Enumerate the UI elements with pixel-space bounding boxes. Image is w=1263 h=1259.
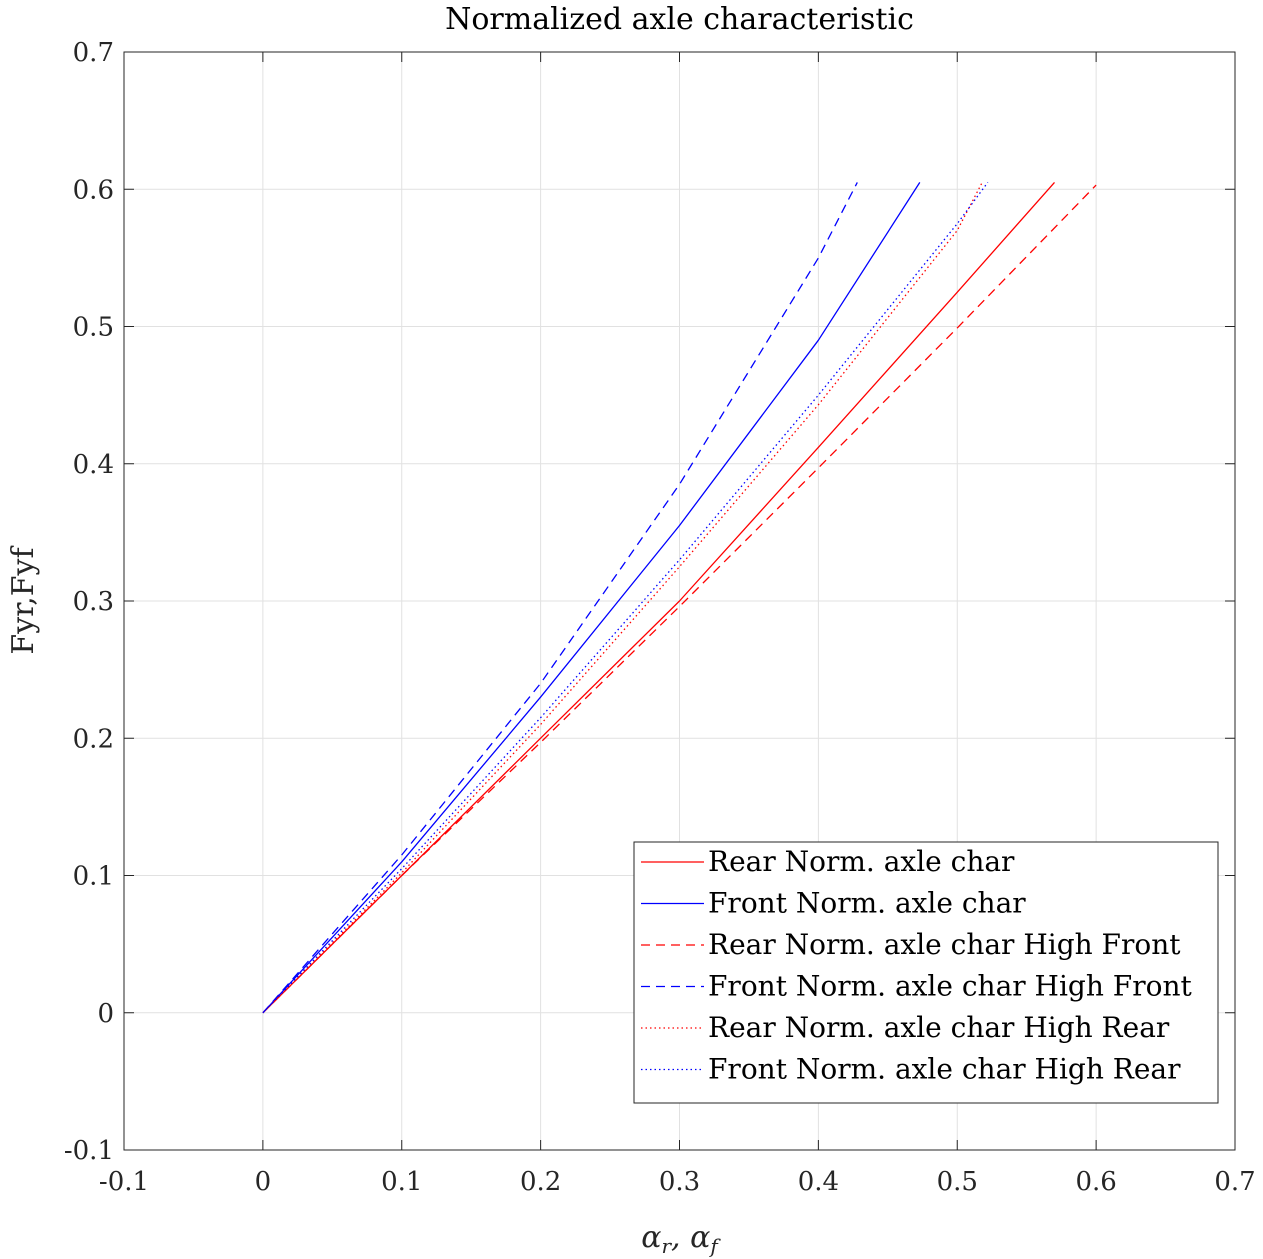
y-tick-label: 0.7: [73, 38, 114, 68]
x-axis-title: αr, αf: [641, 1220, 721, 1258]
x-tick-label: 0.7: [1214, 1167, 1255, 1197]
series-line-2: [262, 182, 921, 1014]
y-tick-label: 0.5: [73, 313, 114, 343]
y-tick-label: 0.1: [73, 862, 114, 892]
x-tick-label: 0.4: [798, 1167, 839, 1197]
chart-title: Normalized axle characteristic: [445, 2, 914, 37]
y-tick-label: 0: [97, 999, 114, 1029]
legend-label: Rear Norm. axle char High Rear: [708, 1011, 1170, 1044]
legend-label: Front Norm. axle char: [708, 887, 1026, 920]
series-line-3: [262, 184, 1097, 1014]
y-tick-label: 0.3: [73, 587, 114, 617]
legend: Rear Norm. axle char Front Norm. axle cha…: [633, 841, 1219, 1104]
legend-label: Rear Norm. axle char: [708, 845, 1015, 878]
y-axis-title: Fyr,Fyf: [6, 546, 41, 655]
y-tick-label: -0.1: [64, 1136, 114, 1166]
legend-label: Front Norm. axle char High Rear: [708, 1053, 1181, 1086]
legend-label: Front Norm. axle char High Front: [708, 970, 1192, 1003]
x-tick-label: 0.3: [659, 1167, 700, 1197]
y-tick-label: 0.6: [73, 175, 114, 205]
series-line-4: [262, 182, 858, 1014]
axis-ticks: -0.1 0 0.1 0.2 0.3 0.4 0.5 0.6 0.7 -0.1 0 0.1 0.2 0.3…: [64, 38, 1256, 1197]
x-tick-label: -0.1: [99, 1167, 149, 1197]
legend-box: [633, 841, 1219, 1104]
y-tick-label: 0.2: [73, 724, 114, 754]
x-tick-label: 0.2: [520, 1167, 561, 1197]
x-tick-label: 0.5: [937, 1167, 978, 1197]
legend-label: Rear Norm. axle char High Front: [708, 928, 1181, 961]
series-lines: [262, 181, 1097, 1014]
x-tick-label: 0: [255, 1167, 272, 1197]
y-tick-label: 0.4: [73, 450, 114, 480]
x-tick-label: 0.6: [1075, 1167, 1116, 1197]
x-tick-label: 0.1: [381, 1167, 422, 1197]
